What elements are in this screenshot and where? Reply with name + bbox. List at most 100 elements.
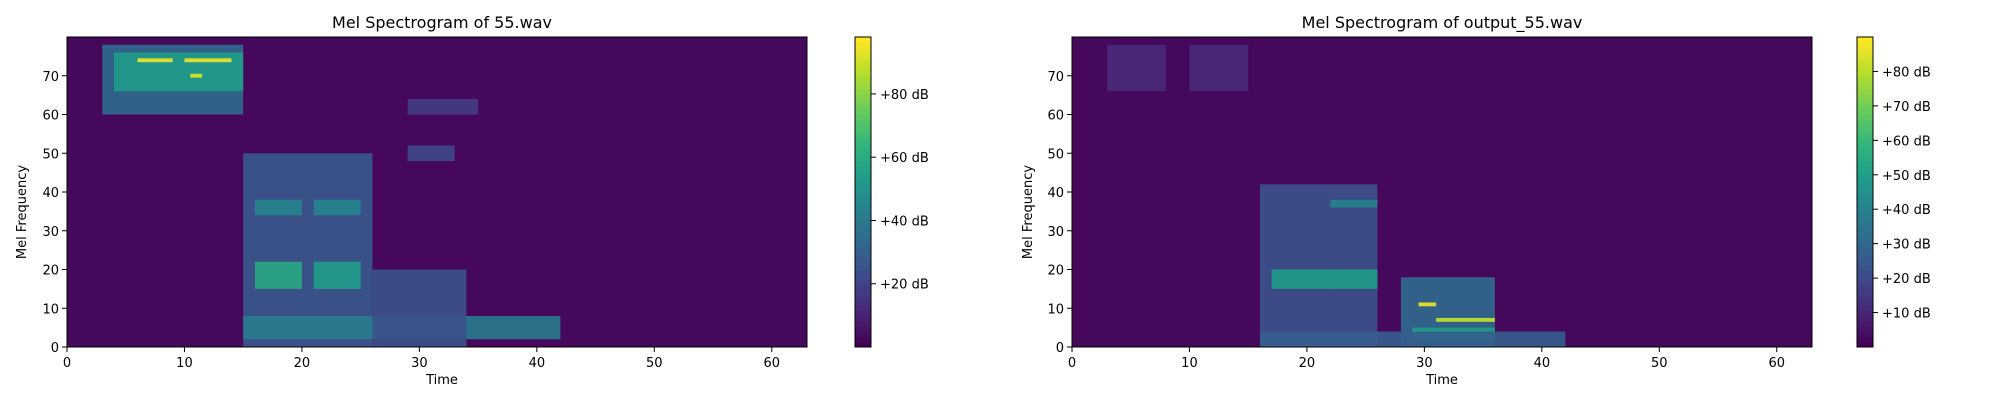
colorbar-segment (1857, 223, 1873, 229)
colorbar-segment (1857, 269, 1873, 276)
colorbar-segment (1857, 321, 1873, 327)
heatmap-cell (190, 73, 203, 78)
colorbar-segment (855, 285, 871, 291)
colorbar-frame (1856, 36, 1874, 348)
colorbar-segment (855, 78, 871, 84)
colorbar-segment (1857, 88, 1873, 95)
y-tick-label: 40 (42, 186, 59, 201)
y-tick-label: 30 (42, 225, 59, 240)
colorbar-segment (1857, 310, 1873, 317)
chart-title: Mel Spectrogram of output_55.wav (1302, 13, 1583, 33)
heatmap-cell (313, 199, 361, 216)
colorbar-segment (1857, 290, 1873, 296)
colorbar: +10 dB +20 dB +30 dB +40 dB +50 dB +60 dB +70 … (1856, 36, 1931, 348)
heatmap-cell (1271, 269, 1331, 289)
colorbar-segment (855, 140, 871, 146)
colorbar-tick-label: +20 dB (1882, 272, 1931, 287)
colorbar-segment (1857, 93, 1873, 100)
heatmap-cell (184, 58, 232, 63)
colorbar-segment (1857, 124, 1873, 131)
colorbar-segment (855, 176, 871, 183)
colorbar-segment (1857, 62, 1873, 69)
colorbar-segment (1857, 181, 1873, 188)
colorbar-segment (1857, 207, 1873, 214)
colorbar-tick-label: +70 dB (1882, 100, 1931, 115)
heatmap-cell (1189, 44, 1249, 92)
heatmap-cell (254, 199, 302, 216)
y-axis-label: Mel Frequency (1021, 165, 1036, 259)
colorbar-segment (855, 207, 871, 214)
heatmap-cells (67, 37, 807, 347)
x-tick-label: 10 (176, 356, 193, 371)
colorbar-segment (855, 150, 871, 157)
colorbar-segment (1857, 316, 1873, 322)
colorbar-segment (855, 300, 871, 307)
heatmap-cells (1072, 37, 1812, 347)
x-tick-label: 10 (1181, 356, 1198, 371)
colorbar-segment (1857, 233, 1873, 239)
colorbar-segment (855, 341, 871, 348)
heatmap-cell (1418, 302, 1437, 307)
colorbar-segment (855, 52, 871, 59)
colorbar-segment (855, 233, 871, 239)
heatmap-cell (1330, 199, 1378, 208)
colorbar-tick-label: +80 dB (880, 88, 929, 103)
colorbar-segment (1857, 114, 1873, 121)
colorbar-tick-label: +40 dB (1882, 203, 1931, 218)
colorbar-segment (1857, 264, 1873, 270)
colorbar-segment (1857, 176, 1873, 183)
colorbar-tick-label: +10 dB (1882, 307, 1931, 322)
y-tick-label: 50 (42, 147, 59, 162)
y-tick-label: 0 (51, 341, 59, 356)
colorbar-segment (1857, 274, 1873, 281)
y-tick-label: 20 (1047, 264, 1064, 279)
colorbar-segment (1857, 305, 1873, 312)
colorbar-segment (1857, 104, 1873, 110)
colorbar-segment (855, 57, 871, 64)
colorbar-frame (854, 36, 872, 348)
colorbar-segment (1857, 279, 1873, 286)
x-tick-label: 0 (63, 356, 71, 371)
y-tick-label: 10 (42, 302, 59, 317)
colorbar-segment (855, 135, 871, 141)
y-axis-label: Mel Frequency (15, 165, 30, 259)
y-tick-label: 50 (1047, 147, 1064, 162)
heatmap-cell (372, 269, 467, 347)
colorbar-segment (855, 93, 871, 100)
colorbar-segment (855, 248, 871, 255)
colorbar-segment (855, 73, 871, 79)
colorbar-segment (1857, 68, 1873, 74)
colorbar-segment (1857, 37, 1873, 43)
colorbar-segment (1857, 57, 1873, 64)
colorbar-segment (855, 305, 871, 312)
colorbar-segment (1857, 259, 1873, 265)
x-tick-label: 40 (529, 356, 546, 371)
x-tick-label: 50 (646, 356, 663, 371)
colorbar-segment (1857, 130, 1873, 136)
colorbar-segment (1857, 171, 1873, 177)
colorbar-segment (855, 269, 871, 276)
heatmap-cell (1259, 184, 1378, 347)
colorbar-segment (1857, 295, 1873, 301)
colorbar-segment (855, 290, 871, 296)
colorbar-segment (855, 192, 871, 198)
x-tick-label: 60 (1768, 356, 1785, 371)
colorbar-segment (855, 264, 871, 270)
colorbar-segment (855, 166, 871, 172)
colorbar-segment (1857, 161, 1873, 167)
x-axis-label: Time (425, 373, 458, 388)
colorbar-segment (855, 104, 871, 110)
y-tick-label: 20 (42, 264, 59, 279)
colorbar-segment (1857, 52, 1873, 59)
y-axis: 0 10 20 30 40 50 60 70 (1047, 70, 1072, 356)
colorbar-segment (855, 109, 871, 115)
y-tick-label: 60 (1047, 109, 1064, 124)
colorbar-tick-label: +80 dB (1882, 65, 1931, 80)
colorbar-segment (855, 238, 871, 245)
y-tick-label: 10 (1047, 302, 1064, 317)
heatmap-cell (1436, 317, 1495, 322)
y-axis: 0 10 20 30 40 50 60 70 (42, 70, 67, 356)
colorbar-segment (1857, 197, 1873, 203)
y-tick-label: 70 (1047, 70, 1064, 85)
colorbar-tick-label: +30 dB (1882, 238, 1931, 253)
